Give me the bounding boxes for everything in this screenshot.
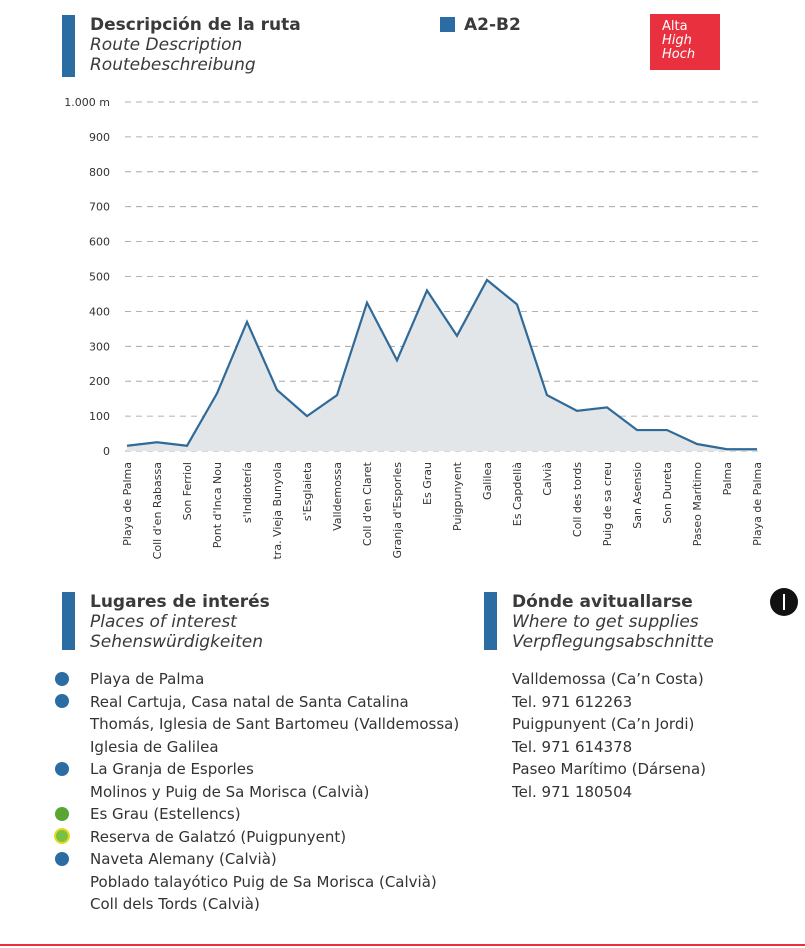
list-item: Paseo Marítimo (Dársena) <box>512 760 706 778</box>
section-title: Lugares de interés <box>90 592 270 612</box>
subtitle: Routebeschreibung <box>90 55 256 75</box>
elevation-chart: 0 100 200 300 400 500 600 700 800 900 1.000 m Playa… <box>64 96 764 560</box>
x-tick-label: Puig de sa creu <box>601 462 614 546</box>
footer-line <box>0 944 805 946</box>
food-icon <box>770 588 798 616</box>
x-tick-label: s'Indiotería <box>241 462 254 523</box>
difficulty-en: High <box>662 33 692 48</box>
list-item: Tel. 971 612263 <box>512 692 633 711</box>
section-subtitle: Verpflegungsabschnitte <box>512 632 714 652</box>
y-tick-label: 700 <box>89 201 110 214</box>
code-square <box>440 17 455 32</box>
x-tick-label: Calvià <box>541 462 554 496</box>
x-tick-label: s'Esglaieta <box>301 462 314 521</box>
y-tick-label: 900 <box>89 131 110 144</box>
accent-bar <box>484 592 497 650</box>
subtitle: Route Description <box>90 35 243 55</box>
list-item: Tel. 971 614378 <box>512 737 633 756</box>
x-tick-label: Coll d'en Rabassa <box>151 462 164 559</box>
difficulty-box: Alta High Hoch <box>650 14 720 70</box>
list-item: La Granja de Esporles <box>90 760 254 778</box>
list-item: Naveta Alemany (Calvià) <box>90 850 277 868</box>
x-tick-label: Ctra. Vieja Bunyola <box>271 462 284 560</box>
x-tick-label: Es Grau <box>421 462 434 505</box>
y-tick-label: 500 <box>89 271 110 284</box>
line <box>126 278 757 451</box>
x-tick-label: San Asensio <box>631 462 644 529</box>
x-tick-label: Puigpunyent <box>451 461 464 531</box>
y-tick-label: 300 <box>89 340 110 353</box>
section-subtitle: Sehenswürdigkeiten <box>90 632 264 652</box>
section-subtitle: Where to get supplies <box>512 612 699 632</box>
list-item: Puigpunyent (Ca’n Jordi) <box>512 715 695 733</box>
y-tick-label: 800 <box>89 166 110 179</box>
places-header: Lugares de interés Places of interest Se… <box>90 592 270 652</box>
difficulty: Alta <box>662 19 688 34</box>
list-item: Poblado talayótico Puig de Sa Morisca (C… <box>90 872 437 891</box>
x-tick-label: Valldemossa <box>331 462 344 531</box>
list-item: Valldemossa (Ca’n Costa) <box>512 670 704 688</box>
x-tick-label: Coll d'en Claret <box>361 461 374 546</box>
x-tick-label: Granja d'Esporles <box>391 462 404 559</box>
x-tick-label: Pont d'Inca Nou <box>211 462 224 548</box>
list-item: Reserva de Galatzó (Puigpunyent) <box>90 827 347 846</box>
y-tick-label: 1.000 m <box>64 96 110 109</box>
x-tick-label: Son Ferriol <box>181 462 194 520</box>
route-code: A2-B2 <box>464 15 521 35</box>
difficulty-de: Hoch <box>662 47 696 62</box>
list-item: Coll dels Tords (Calvià) <box>90 895 260 913</box>
list-item: Iglesia de Galilea <box>90 737 219 756</box>
y-tick-label: 0 <box>103 445 110 458</box>
title: Descripción de la ruta <box>90 15 301 35</box>
y-tick-label: 100 <box>89 410 110 423</box>
section-subtitle: Places of interest <box>90 612 237 632</box>
list-item: Molinos y Puig de Sa Morisca (Calvià) <box>90 782 370 801</box>
icons <box>54 672 70 866</box>
x-tick-label: Paseo Marítimo <box>691 462 704 546</box>
y-tick-label: 600 <box>89 236 110 249</box>
header: Descripción de la ruta Route Description… <box>90 15 301 75</box>
accent-bar <box>62 15 75 77</box>
x-tick-label: Es Capdellà <box>511 462 524 526</box>
x-tick-label: Playa de Palma <box>751 462 764 546</box>
x-tick-label: Palma <box>721 462 734 495</box>
supplies-header: Dónde avituallarse Where to get supplies… <box>512 592 714 652</box>
list-item: Es Grau (Estellencs) <box>90 805 241 823</box>
area <box>127 279 757 451</box>
x-tick-label: Coll des tords <box>571 462 584 537</box>
x-tick-label: Son Dureta <box>661 462 674 524</box>
y-tick-label: 200 <box>89 375 110 388</box>
x-tick-label: Galilea <box>481 462 494 500</box>
list-item: Tel. 971 180504 <box>512 782 633 801</box>
list-item: Thomás, Iglesia de Sant Bartomeu (Vallde… <box>90 715 460 733</box>
accent-bar <box>62 592 75 650</box>
section-title: Dónde avituallarse <box>512 592 693 612</box>
list-item: Playa de Palma <box>90 670 205 688</box>
list-item: Real Cartuja, Casa natal de Santa Catali… <box>90 692 409 711</box>
places-list: Playa de Palma Real Cartuja, Casa natal d… <box>90 668 459 916</box>
x-tick-label: Playa de Palma <box>121 462 134 546</box>
supplies-list: Valldemossa (Ca’n Costa) Tel. 971 612263 P… <box>512 668 706 803</box>
y-tick-label: 400 <box>89 305 110 318</box>
